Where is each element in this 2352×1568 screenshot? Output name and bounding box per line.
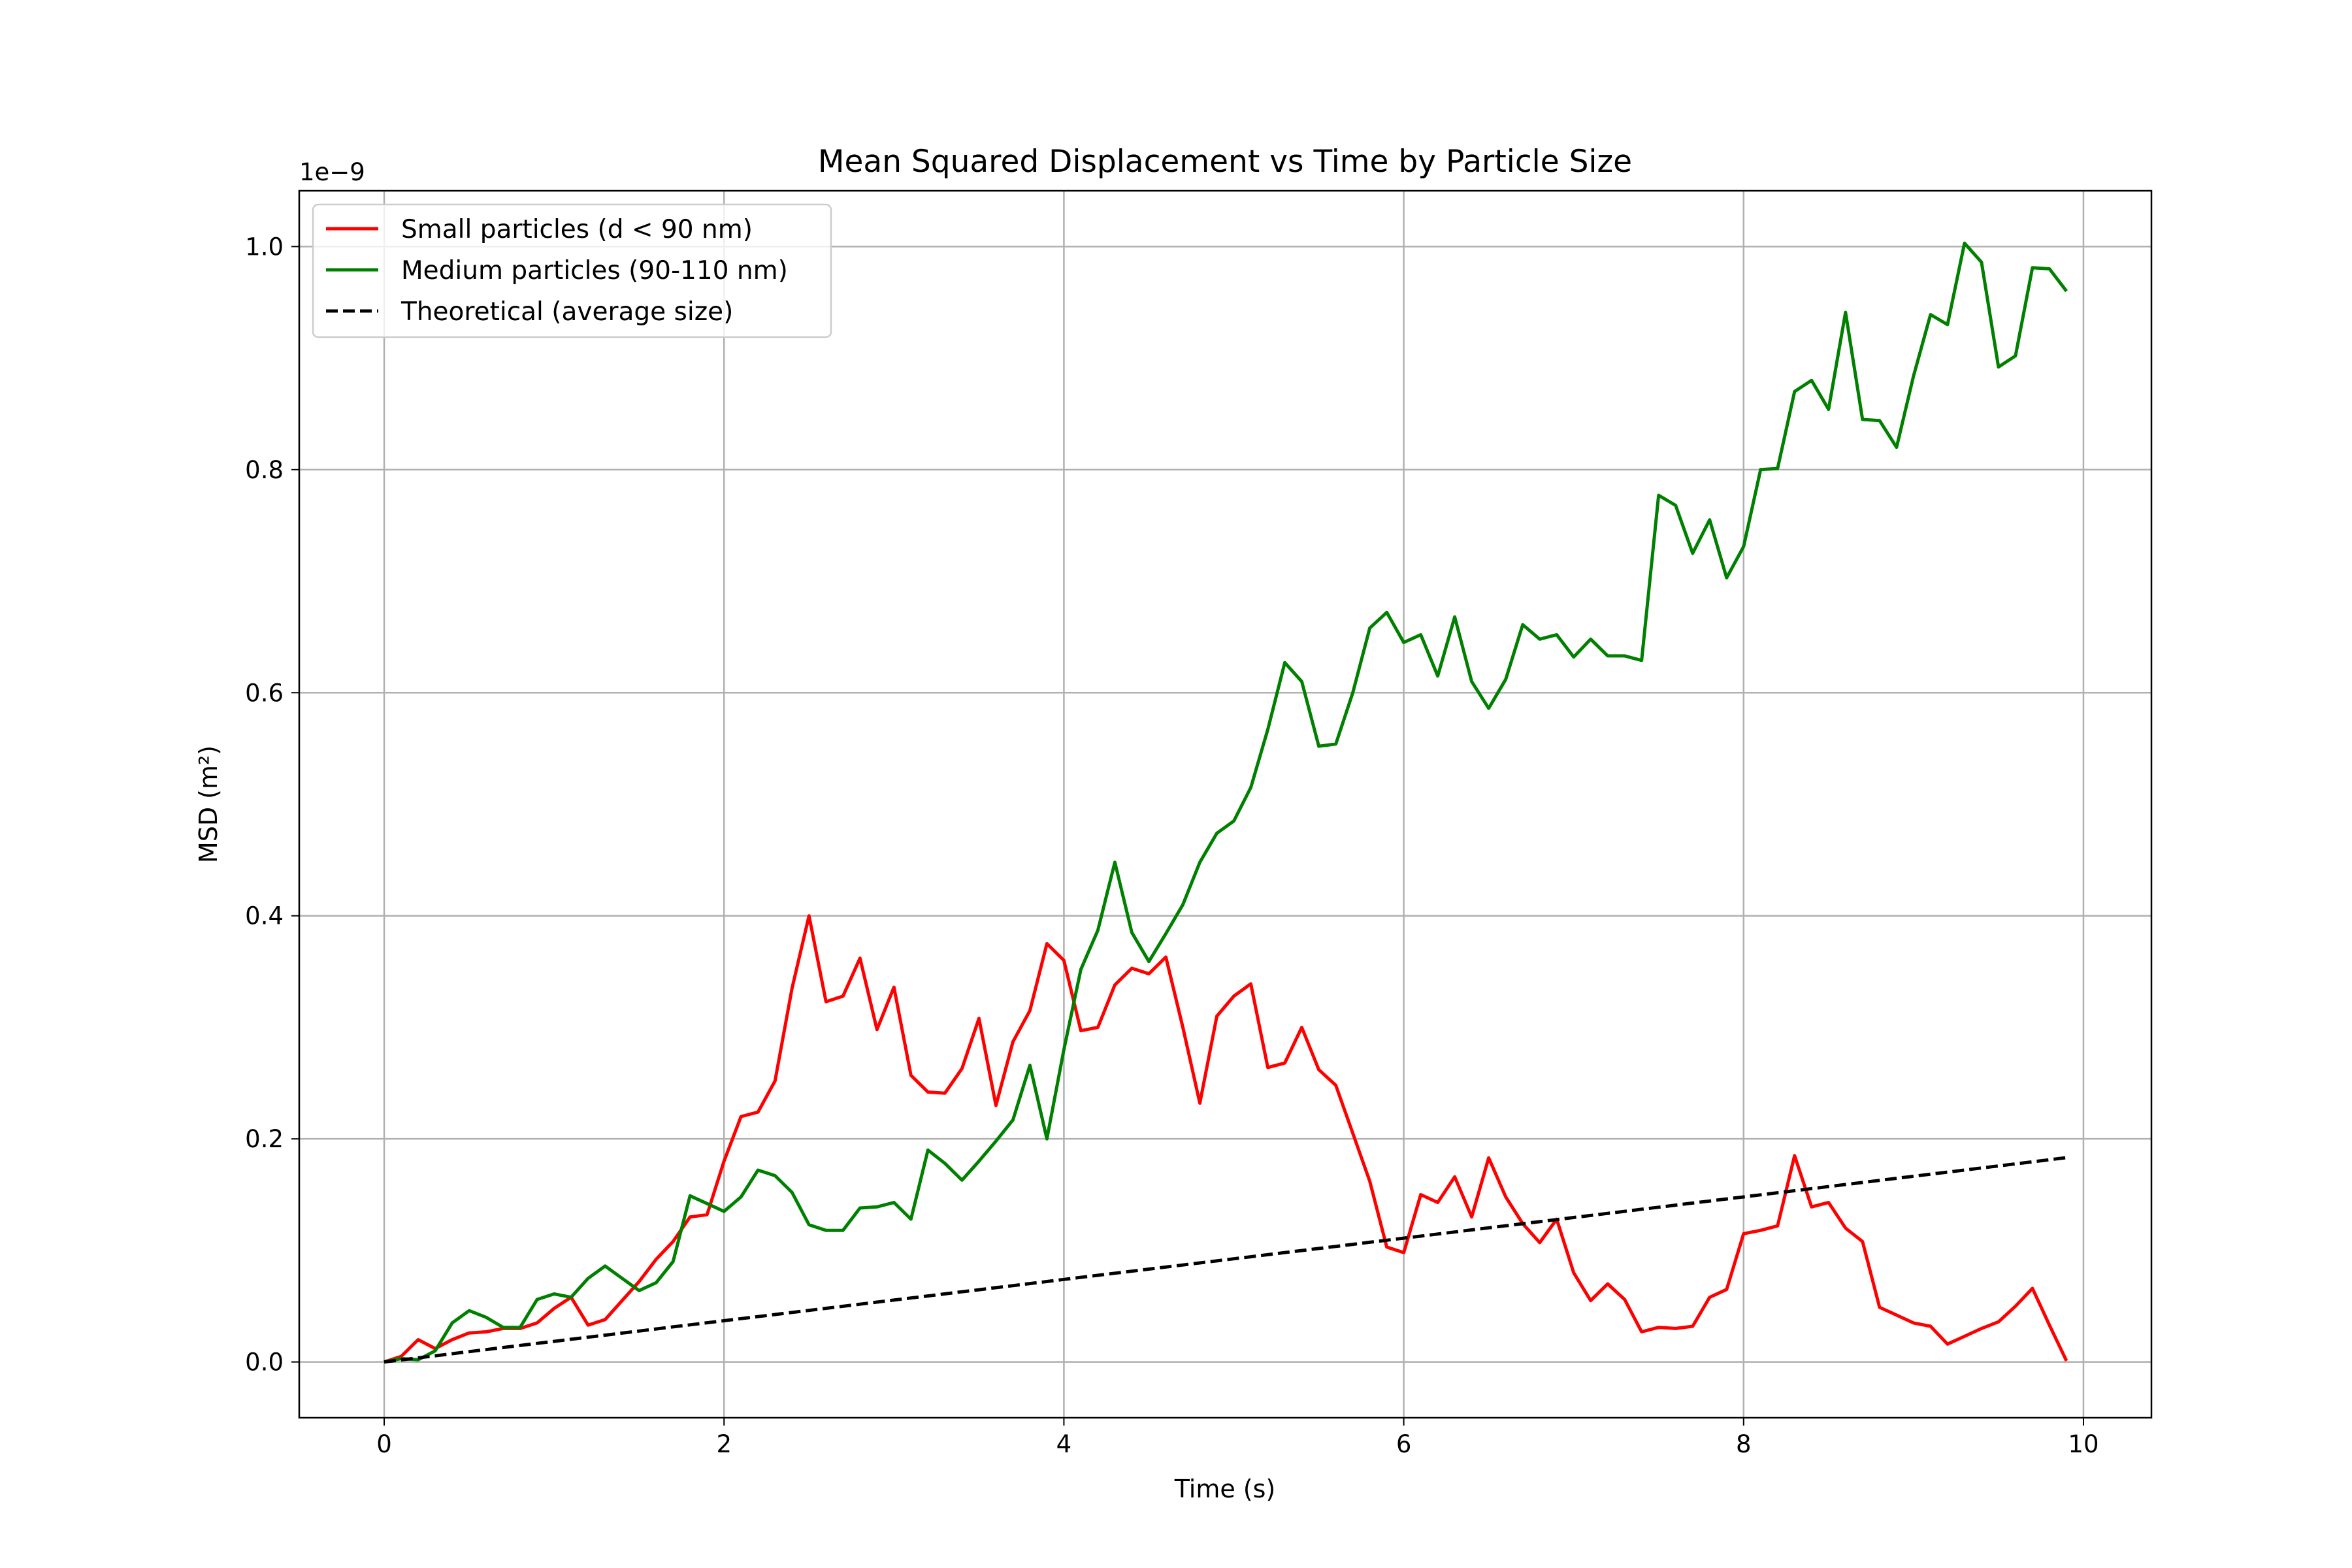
axis-ticks: 0 2 4 6 8 10 0.0 0.2 0.4 0.6 0.8 1.0 [245,233,2099,1458]
y-offset-label: 1e−9 [299,158,365,186]
grid-lines [299,191,2151,1418]
x-tick-label: 6 [1396,1430,1412,1458]
series-lines [384,241,2068,1364]
y-tick-label: 0.6 [245,679,284,707]
y-tick-label: 0.4 [245,902,284,930]
x-tick-label: 10 [2068,1430,2099,1458]
y-tick-label: 0.8 [245,456,284,484]
x-tick-label: 2 [716,1430,732,1458]
x-tick-label: 0 [376,1430,392,1458]
series-theoretical [384,1156,2067,1364]
legend-label-small: Small particles (d < 90 nm) [401,215,753,244]
y-tick-label: 1.0 [245,233,284,261]
x-tick-label: 8 [1736,1430,1752,1458]
chart-title: Mean Squared Displacement vs Time by Par… [818,144,1632,180]
x-axis-label: Time (s) [1174,1475,1276,1503]
legend-label-theoretical: Theoretical (average size) [400,297,733,327]
legend: Small particles (d < 90 nm) Medium parti… [312,203,832,338]
plot-frame [298,189,2153,1419]
y-tick-label: 0.2 [245,1125,284,1153]
series-medium-particles [384,241,2068,1364]
x-tick-label: 4 [1056,1430,1072,1458]
legend-label-medium: Medium particles (90-110 nm) [401,256,788,286]
y-axis-label: MSD (m²) [194,745,223,863]
legend-box [312,203,832,338]
y-tick-label: 0.0 [245,1348,284,1377]
